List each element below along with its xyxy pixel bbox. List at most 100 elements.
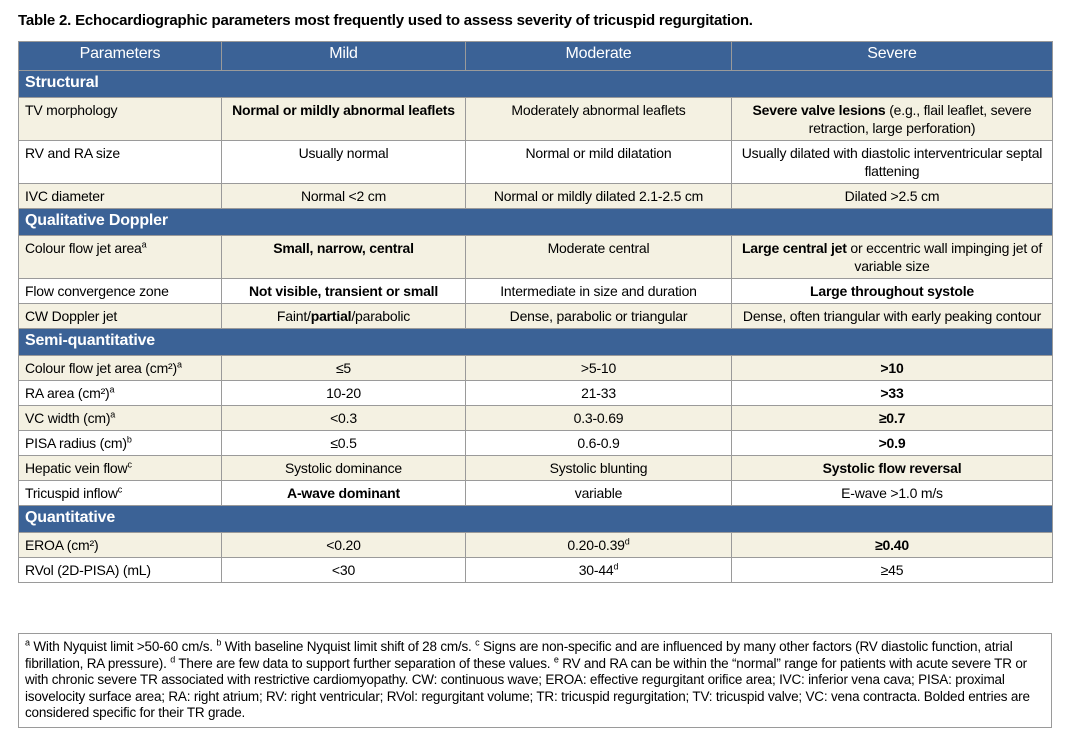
parameter-cell: CW Doppler jet <box>18 303 222 329</box>
text: RA area (cm²) <box>25 385 110 401</box>
text: There are few data to support further se… <box>175 655 554 671</box>
data-row: Tricuspid inflowc A-wave dominant variable… <box>18 480 1053 506</box>
superscript: e <box>553 654 559 664</box>
text: Systolic blunting <box>549 460 648 476</box>
text: RV and RA can be within the “normal” ran… <box>25 655 1030 721</box>
bold-text: ≥0.40 <box>875 537 909 553</box>
text: variable <box>574 485 623 501</box>
parameter-cell: IVC diameter <box>18 183 222 209</box>
parameter-cell: RV and RA size <box>18 140 222 184</box>
superscript: a <box>176 359 182 370</box>
text: CW Doppler jet <box>25 308 118 324</box>
bold-text: Normal or mildly abnormal leaflets <box>232 102 455 118</box>
text: Moderate central <box>547 240 650 256</box>
section-row: Structural <box>18 70 1053 98</box>
value-cell: >10 <box>731 355 1053 381</box>
superscript: b <box>216 637 222 648</box>
text: Faint/ <box>276 308 311 324</box>
text: >5-10 <box>580 360 617 376</box>
text: E-wave >1.0 m/s <box>841 485 943 501</box>
data-row: Flow convergence zone Not visible, transi… <box>18 278 1053 304</box>
text: <30 <box>331 562 356 578</box>
superscript: d <box>624 536 630 547</box>
section-title: Quantitative <box>18 505 1053 533</box>
text: Usually dilated with diastolic intervent… <box>741 145 1043 179</box>
data-row: CW Doppler jet Faint/partial/parabolic Den… <box>18 303 1053 329</box>
value-cell: Normal <2 cm <box>221 183 466 209</box>
value-cell: Normal or mildly dilated 2.1-2.5 cm <box>465 183 732 209</box>
value-cell: Dense, often triangular with early peaki… <box>731 303 1053 329</box>
text: 30-44 <box>578 562 614 578</box>
bold-text: Not visible, transient or small <box>248 283 439 299</box>
text: <0.20 <box>326 537 361 553</box>
value-cell: 0.3-0.69 <box>465 405 732 431</box>
text: EROA (cm²) <box>25 537 99 553</box>
text: /parabolic <box>351 308 411 324</box>
value-cell: <0.20 <box>221 532 466 558</box>
text: Moderately abnormal leaflets <box>511 102 686 118</box>
section-title: Structural <box>18 70 1053 98</box>
data-row: Colour flow jet areaa Small, narrow, cent… <box>18 235 1053 279</box>
value-cell: 10-20 <box>221 380 466 406</box>
value-cell: Normal or mild dilatation <box>465 140 732 184</box>
data-row: EROA (cm²) <0.20 0.20-0.39d ≥0.40 <box>18 532 1053 558</box>
text: VC width (cm) <box>25 410 111 426</box>
text: PISA radius (cm) <box>25 435 127 451</box>
parameter-cell: Flow convergence zone <box>18 278 222 304</box>
value-cell: ≥0.40 <box>731 532 1053 558</box>
value-cell: E-wave >1.0 m/s <box>731 480 1053 506</box>
value-cell: Systolic flow reversal <box>731 455 1053 481</box>
data-row: TV morphology Normal or mildly abnormal l… <box>18 97 1053 141</box>
text: or eccentric wall impinging jet of varia… <box>846 240 1043 274</box>
superscript: c <box>475 637 480 648</box>
data-row: RA area (cm²)a 10-20 21-33 >33 <box>18 380 1053 406</box>
value-cell: >0.9 <box>731 430 1053 456</box>
superscript: d <box>613 561 619 572</box>
superscript: b <box>126 434 132 445</box>
value-cell: Faint/partial/parabolic <box>221 303 466 329</box>
value-cell: Dilated >2.5 cm <box>731 183 1053 209</box>
bold-text: >10 <box>880 360 904 376</box>
text: Normal or mild dilatation <box>525 145 672 161</box>
superscript: c <box>117 484 123 495</box>
data-row: Hepatic vein flowc Systolic dominance Syst… <box>18 455 1053 481</box>
value-cell: Large central jet or eccentric wall impi… <box>731 235 1053 279</box>
value-cell: Systolic blunting <box>465 455 732 481</box>
superscript: c <box>127 459 132 470</box>
text: Flow convergence zone <box>25 283 169 299</box>
table: Parameters Mild Moderate Severe Structural TV… <box>18 41 1053 583</box>
text: Dense, often triangular with early peaki… <box>742 308 1042 324</box>
text: ≤5 <box>335 360 352 376</box>
text: (e.g., flail leaflet, severe retraction,… <box>808 102 1032 136</box>
value-cell: Intermediate in size and duration <box>465 278 732 304</box>
bold-text: partial <box>310 308 352 324</box>
text: Tricuspid inflow <box>25 485 118 501</box>
text: 0.6-0.9 <box>577 435 620 451</box>
superscript: a <box>25 637 30 648</box>
bold-text: A-wave dominant <box>287 485 400 501</box>
parameter-cell: VC width (cm)a <box>18 405 222 431</box>
data-row: IVC diameter Normal <2 cm Normal or mildly… <box>18 183 1053 209</box>
value-cell: <0.3 <box>221 405 466 431</box>
text: 0.20-0.39 <box>567 537 625 553</box>
bold-text: Systolic flow reversal <box>822 460 962 476</box>
value-cell: Severe valve lesions (e.g., flail leafle… <box>731 97 1053 141</box>
text: Hepatic vein flow <box>25 460 128 476</box>
text: <0.3 <box>330 410 357 426</box>
value-cell: <30 <box>221 557 466 583</box>
section-row: Qualitative Doppler <box>18 208 1053 236</box>
section-title: Qualitative Doppler <box>18 208 1053 236</box>
value-cell: Systolic dominance <box>221 455 466 481</box>
text: With baseline Nyquist limit shift of 28 … <box>221 639 476 654</box>
value-cell: Usually normal <box>221 140 466 184</box>
superscript: a <box>110 409 116 420</box>
text: Normal <2 cm <box>300 188 387 204</box>
text: Usually normal <box>298 145 389 161</box>
text: Colour flow jet area (cm²) <box>25 360 177 376</box>
data-row: VC width (cm)a <0.3 0.3-0.69 ≥0.7 <box>18 405 1053 431</box>
value-cell: variable <box>465 480 732 506</box>
text: ≤0.5 <box>330 435 357 451</box>
parameter-cell: Colour flow jet area (cm²)a <box>18 355 222 381</box>
text: ≥45 <box>880 562 904 578</box>
text: Signs are non-specific and are influence… <box>25 639 1013 671</box>
